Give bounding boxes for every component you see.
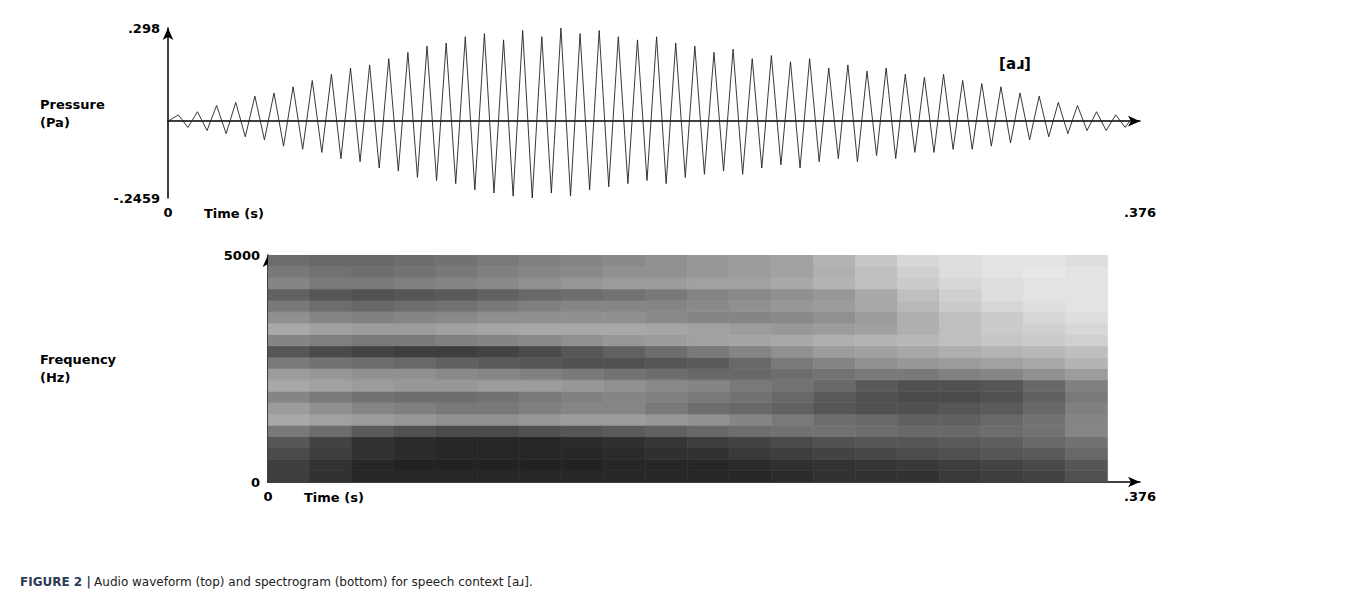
svg-text:(Hz): (Hz): [40, 370, 70, 385]
svg-text:Frequency: Frequency: [40, 352, 117, 367]
svg-text:.376: .376: [1124, 205, 1156, 220]
svg-text:FIGURE 2 |: FIGURE 2 |: [20, 575, 91, 589]
svg-text:.376: .376: [1124, 489, 1156, 504]
svg-text:5000: 5000: [224, 248, 260, 263]
svg-text:Audio waveform (top) and spect: Audio waveform (top) and spectrogram (bo…: [94, 575, 533, 589]
svg-text:0: 0: [163, 205, 172, 220]
svg-text:Time (s): Time (s): [304, 490, 364, 505]
svg-text:(Pa): (Pa): [40, 115, 70, 130]
svg-text:0: 0: [251, 475, 260, 490]
svg-text:0: 0: [263, 489, 272, 504]
svg-text:.298: .298: [128, 21, 160, 36]
svg-text:Time (s): Time (s): [204, 206, 264, 221]
svg-text:Pressure: Pressure: [40, 97, 105, 112]
svg-text:-.2459: -.2459: [113, 191, 160, 206]
svg-text:[aɹ]: [aɹ]: [999, 55, 1031, 73]
